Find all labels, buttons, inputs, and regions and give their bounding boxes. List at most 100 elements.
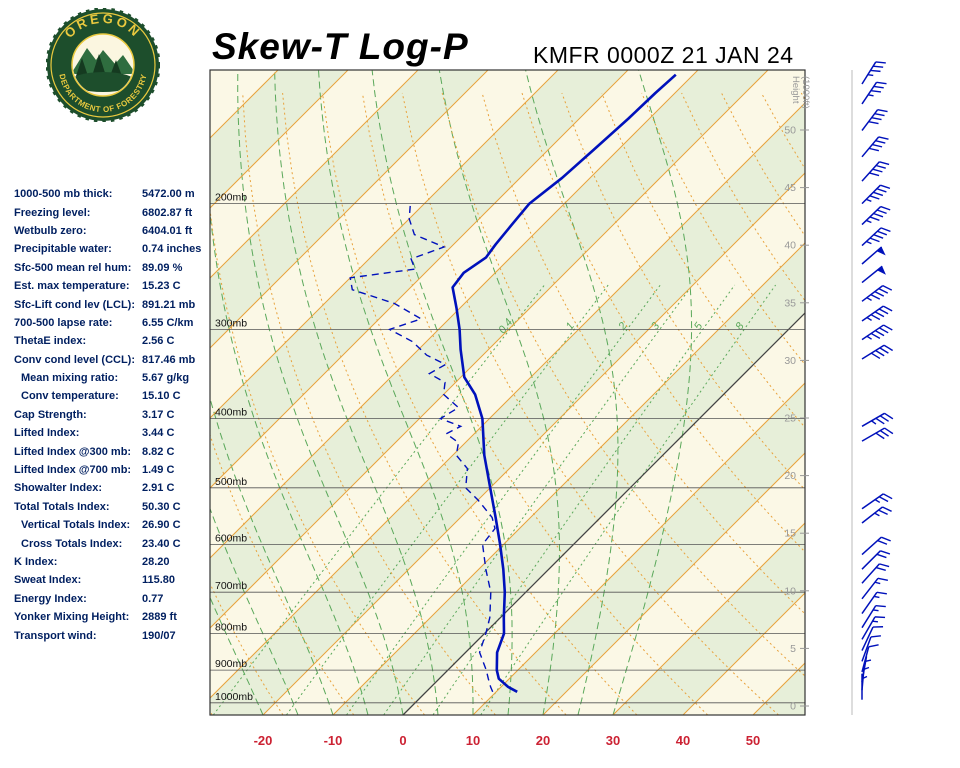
- index-row: Precipitable water: 0.74 inches: [14, 240, 214, 258]
- index-value: 3.44 C: [142, 427, 175, 440]
- index-label: Est. max temperature:: [14, 280, 130, 293]
- index-label: Wetbulb zero:: [14, 224, 87, 237]
- svg-text:30: 30: [784, 355, 796, 367]
- wind-barb: [861, 285, 893, 302]
- wind-barb: [861, 577, 889, 600]
- wind-barb: [861, 506, 892, 524]
- wind-barb: [861, 635, 881, 662]
- svg-text:30: 30: [606, 733, 620, 748]
- index-label: Lifted Index:: [14, 427, 80, 440]
- index-value: 190/07: [142, 629, 176, 642]
- index-label: Yonker Mixing Height:: [14, 611, 130, 624]
- svg-text:5: 5: [790, 643, 796, 655]
- isotherm-lines: [210, 70, 805, 715]
- height-axis-units: (1000ft): [800, 76, 811, 109]
- index-value: 23.40 C: [142, 537, 181, 550]
- wind-barb: [861, 265, 886, 284]
- index-row: Wetbulb zero: 6404.01 ft: [14, 222, 214, 240]
- index-value: 817.46 mb: [142, 353, 196, 366]
- temp-axis-labels: -20 -10 0 10 20 30 40 50: [254, 733, 761, 748]
- index-value: 2889 ft: [142, 611, 177, 624]
- svg-text:40: 40: [784, 240, 796, 252]
- height-axis-title: Height: [790, 76, 801, 104]
- svg-text:400mb: 400mb: [215, 407, 247, 419]
- wind-barb: [861, 591, 887, 615]
- index-row: Sfc-Lift cond lev (LCL): 891.21 mb: [14, 295, 214, 313]
- wind-barb: [861, 563, 890, 584]
- index-value: 6.55 C/km: [142, 316, 194, 329]
- index-row: Yonker Mixing Height: 2889 ft: [14, 608, 214, 626]
- index-row: Freezing level: 6802.87 ft: [14, 203, 214, 221]
- wind-barb: [861, 109, 888, 131]
- index-label: 700-500 lapse rate:: [14, 316, 113, 329]
- wind-barb: [861, 550, 891, 570]
- index-label: Sweat Index:: [14, 574, 82, 587]
- svg-text:10: 10: [466, 733, 480, 748]
- index-row: 700-500 lapse rate: 6.55 C/km: [14, 314, 214, 332]
- page-title: Skew-T Log-P: [212, 26, 469, 67]
- moist-adiabats: [210, 70, 693, 715]
- wind-barb: [861, 161, 890, 182]
- svg-text:300mb: 300mb: [215, 317, 247, 329]
- index-value: 6802.87 ft: [142, 206, 193, 219]
- odf-logo: OREGON DEPARTMENT OF FORESTRY: [46, 8, 160, 122]
- index-label: Lifted Index @300 mb:: [14, 445, 132, 458]
- plot-area: 0.4 1 2 3 5 8: [210, 70, 805, 715]
- index-label: K Index:: [14, 556, 58, 568]
- index-value: 6404.01 ft: [142, 224, 193, 237]
- svg-text:10: 10: [784, 585, 796, 597]
- height-axis: 0 5 10 15 20 25 30 35 40 45 50 Height (1000ft): [784, 76, 811, 713]
- svg-text:-20: -20: [254, 733, 273, 748]
- svg-text:50: 50: [784, 125, 796, 137]
- index-row: Lifted Index @300 mb: 8.82 C: [14, 442, 214, 460]
- index-value: 89.09 %: [142, 261, 183, 274]
- index-value: 2.91 C: [142, 482, 175, 495]
- index-row: Mean mixing ratio: 5.67 g/kg: [14, 369, 214, 387]
- svg-text:40: 40: [676, 733, 690, 748]
- svg-text:800mb: 800mb: [215, 622, 247, 634]
- logo-art: OREGON DEPARTMENT OF FORESTRY: [46, 8, 160, 122]
- logo-scene: [73, 48, 133, 92]
- index-label: Mean mixing ratio:: [21, 372, 119, 385]
- wind-barb: [861, 344, 893, 360]
- pressure-grid: [210, 203, 805, 704]
- wind-barb: [861, 205, 891, 226]
- index-label: Sfc-500 mean rel hum:: [14, 261, 132, 274]
- dry-adiabats: [210, 92, 805, 715]
- svg-text:45: 45: [784, 182, 796, 194]
- index-row: Cap Strength: 3.17 C: [14, 406, 214, 424]
- svg-text:700mb: 700mb: [215, 580, 247, 592]
- index-value: 3.17 C: [142, 408, 175, 421]
- svg-text:500mb: 500mb: [215, 476, 247, 488]
- wind-barb: [861, 412, 894, 427]
- index-label: Conv cond level (CCL):: [14, 353, 136, 366]
- index-row: Conv cond level (CCL): 817.46 mb: [14, 351, 214, 369]
- svg-text:15: 15: [784, 528, 796, 540]
- svg-text:200mb: 200mb: [215, 192, 247, 204]
- index-value: 5.67 g/kg: [142, 372, 190, 385]
- wind-barb: [861, 61, 886, 85]
- wind-barb: [861, 427, 894, 442]
- index-value: 1.49 C: [142, 464, 175, 477]
- index-label: Vertical Totals Index:: [21, 519, 131, 532]
- index-label: Showalter Index:: [14, 482, 103, 495]
- svg-text:1000mb: 1000mb: [215, 691, 253, 703]
- wind-barb: [861, 616, 886, 640]
- index-value: 891.21 mb: [142, 298, 196, 311]
- index-value: 28.20: [142, 556, 170, 568]
- index-row: Sweat Index: 115.80: [14, 571, 214, 589]
- index-label: Conv temperature:: [21, 390, 119, 403]
- svg-text:25: 25: [784, 413, 796, 425]
- svg-text:35: 35: [784, 297, 796, 309]
- wind-barb: [861, 536, 891, 556]
- index-value: 0.74 inches: [142, 243, 202, 256]
- index-label: Total Totals Index:: [14, 500, 110, 513]
- index-value: 8.82 C: [142, 445, 175, 458]
- wind-barb: [861, 136, 889, 158]
- index-row: Vertical Totals Index: 26.90 C: [14, 516, 214, 534]
- index-label: Energy Index:: [14, 592, 87, 605]
- wind-barb: [861, 324, 893, 341]
- index-row: Energy Index: 0.77: [14, 590, 214, 608]
